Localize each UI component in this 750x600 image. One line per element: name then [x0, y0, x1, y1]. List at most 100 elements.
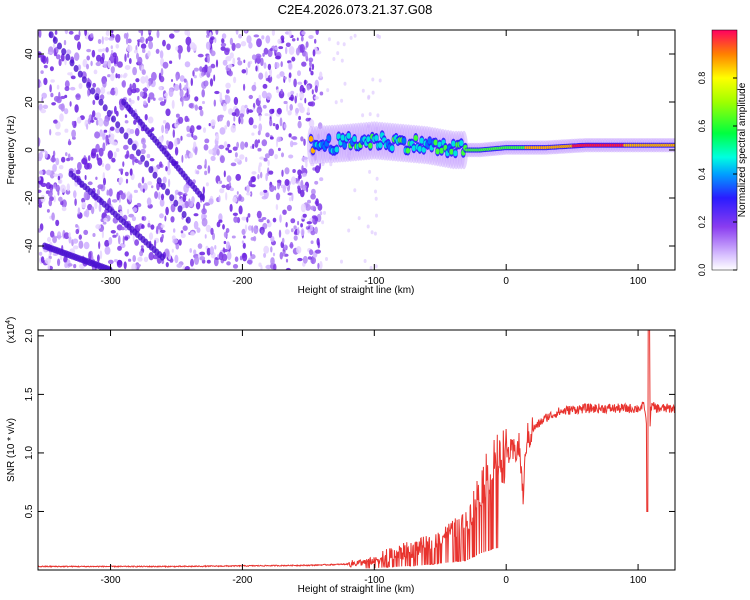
noise-speckle [163, 90, 166, 95]
spectrogram-y-tick-label: -20 [24, 190, 35, 205]
noise-speckle-faint [374, 264, 378, 269]
noise-speckle [205, 224, 212, 233]
snr-y-tick-label: 1.5 [24, 387, 35, 401]
noise-speckle [165, 166, 168, 172]
noise-speckle [270, 257, 275, 266]
noise-speckle [192, 135, 198, 141]
noise-speckle [288, 72, 292, 79]
noise-streak [102, 104, 108, 112]
snr-content [38, 330, 675, 569]
noise-speckle [181, 97, 184, 107]
noise-speckle [162, 39, 166, 47]
noise-speckle [276, 74, 281, 79]
noise-speckle [234, 256, 239, 263]
noise-speckle [49, 66, 54, 72]
noise-speckle [77, 161, 82, 171]
noise-speckle [261, 35, 265, 40]
noise-speckle [159, 50, 164, 59]
colorbar-tick-label: 0.4 [697, 168, 707, 181]
noise-speckle [315, 30, 319, 35]
noise-speckle [297, 169, 302, 176]
noise-speckle [160, 68, 164, 77]
noise-speckle [98, 203, 102, 212]
noise-speckle [210, 119, 216, 127]
noise-streak [181, 211, 187, 218]
noise-speckle [170, 216, 175, 223]
noise-speckle [132, 233, 135, 242]
noise-speckle [177, 191, 183, 196]
noise-speckle [103, 217, 108, 222]
noise-speckle [158, 97, 164, 101]
noise-speckle-faint [321, 220, 325, 225]
noise-speckle [125, 37, 129, 45]
noise-speckle [164, 215, 167, 222]
noise-speckle [67, 72, 72, 76]
noise-speckle [250, 250, 252, 257]
noise-speckle [277, 147, 281, 152]
noise-speckle [239, 113, 245, 118]
noise-speckle [213, 99, 216, 107]
noise-speckle [118, 235, 121, 245]
noise-speckle [254, 139, 259, 148]
noise-speckle [182, 225, 188, 231]
noise-speckle [47, 236, 51, 243]
noise-speckle [124, 53, 127, 62]
noise-speckle [42, 104, 49, 110]
noise-speckle [90, 206, 95, 215]
noise-speckle [122, 74, 127, 79]
noise-speckle [141, 69, 146, 75]
noise-speckle [174, 146, 179, 156]
noise-speckle [140, 245, 144, 249]
noise-speckle [264, 153, 270, 159]
noise-streak [111, 115, 116, 123]
signal-band-core [366, 136, 371, 143]
noise-speckle [65, 152, 68, 157]
signal-band-core [413, 135, 418, 141]
noise-speckle [235, 30, 239, 35]
noise-speckle [74, 34, 80, 41]
noise-speckle [44, 150, 48, 159]
noise-speckle-faint [368, 169, 372, 174]
colorbar-tick-label: 0.6 [697, 120, 707, 133]
noise-speckle [306, 221, 312, 225]
noise-speckle [128, 213, 135, 218]
noise-speckle [293, 231, 297, 235]
snr-marks [38, 330, 675, 569]
noise-speckle [136, 52, 139, 60]
snr-x-tick-label: -200 [232, 575, 252, 586]
noise-speckle [278, 90, 285, 99]
noise-speckle-faint [371, 90, 375, 95]
noise-speckle [97, 184, 104, 190]
noise-speckle [116, 191, 120, 201]
noise-speckle [194, 255, 199, 265]
noise-speckle [257, 139, 260, 144]
noise-speckle [314, 96, 319, 100]
noise-speckle [272, 217, 277, 223]
noise-speckle-faint [363, 259, 367, 263]
noise-speckle [242, 242, 246, 249]
noise-speckle [168, 178, 171, 188]
noise-speckle [215, 59, 219, 68]
noise-speckle [194, 104, 198, 111]
noise-speckle [251, 132, 255, 136]
noise-speckle [274, 154, 278, 160]
noise-speckle [150, 224, 155, 230]
noise-speckle [86, 55, 90, 61]
signal-band-core [437, 141, 442, 148]
noise-speckle [147, 223, 151, 228]
noise-speckle [139, 250, 144, 257]
noise-speckle [83, 229, 89, 235]
noise-speckle [71, 120, 75, 126]
noise-speckle [281, 38, 285, 43]
figure-title: C2E4.2026.073.21.37.G08 [278, 2, 433, 17]
noise-speckle [205, 41, 211, 50]
noise-speckle [271, 108, 275, 113]
noise-speckle [239, 255, 243, 261]
noise-speckle [102, 133, 106, 141]
noise-speckle [317, 203, 323, 211]
noise-speckle [126, 193, 129, 197]
noise-speckle [173, 228, 176, 233]
noise-speckle [198, 105, 203, 111]
noise-speckle [53, 48, 56, 57]
noise-speckle [279, 71, 285, 77]
